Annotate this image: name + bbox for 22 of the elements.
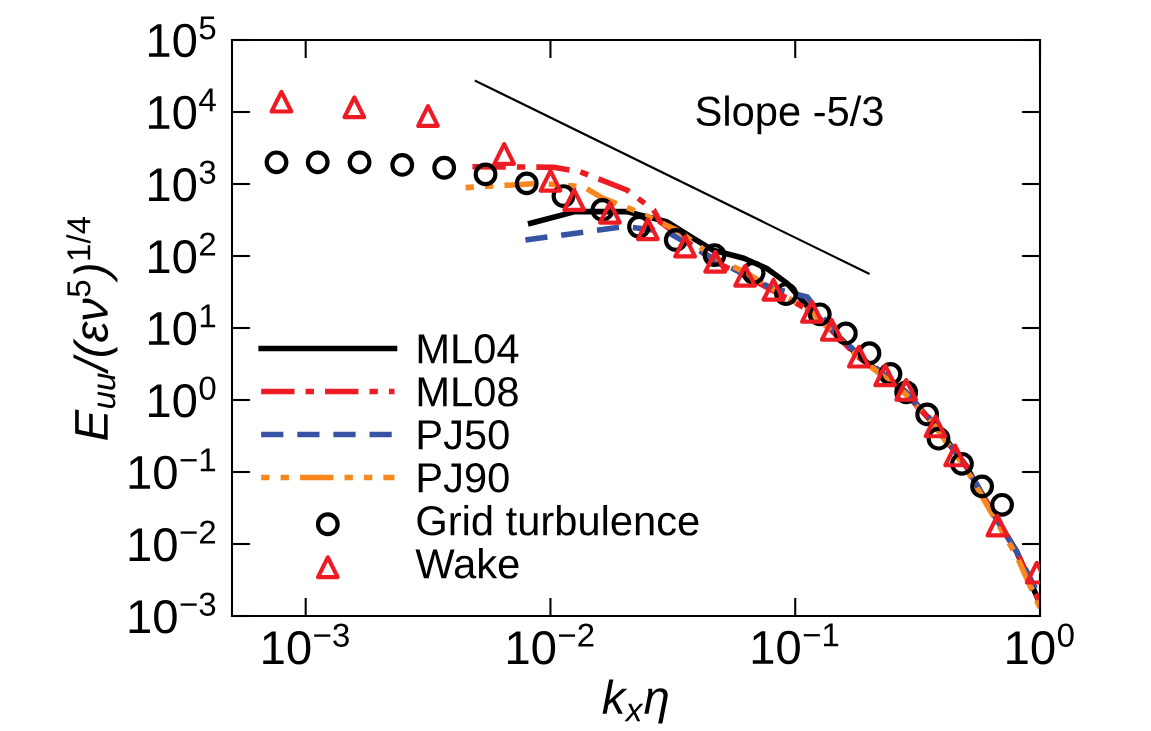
x-tick-label: 10$^{−1}$ [752,623,839,665]
legend-label: PJ90 [418,463,509,493]
legend-label: PJ50 [418,420,509,450]
y-tick-label: 10$^{−2}$ [129,520,216,562]
y-tick-label: 10$^{−1}$ [129,448,216,490]
annotation: Slope -5/3 [696,95,883,135]
legend-label: Wake [415,547,519,579]
x-axis-title: k$_{x}$η [602,679,668,724]
y-tick-label: 10$^{0}$ [148,376,216,418]
x-tick-label: 10$^{−3}$ [263,623,349,665]
y-tick-label: 10$^{1}$ [148,304,216,346]
legend-label: Grid turbulence [417,504,699,536]
legend-label: ML08 [418,377,518,407]
y-tick-label: 10$^{5}$ [148,16,216,58]
y-axis-title: E$_{uu}$/(εν$^{5}$)$^{1/4}$ [66,216,118,440]
y-tick-label: 10$^{3}$ [148,160,216,202]
y-tick-label: 10$^{4}$ [148,88,216,130]
y-tick-label: 10$^{−3}$ [129,592,216,634]
y-tick-label: 10$^{2}$ [148,232,216,274]
legend-label: ML04 [418,334,519,364]
x-tick-label: 10$^{0}$ [1007,623,1074,665]
x-tick-label: 10$^{−2}$ [508,623,594,665]
